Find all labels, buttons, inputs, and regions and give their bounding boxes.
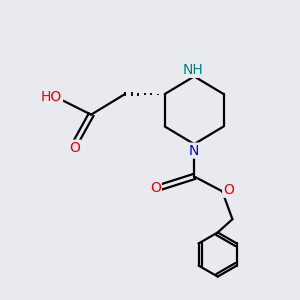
Text: N: N xyxy=(188,144,199,158)
Text: O: O xyxy=(150,181,161,195)
Text: O: O xyxy=(70,141,80,154)
Text: O: O xyxy=(223,183,234,197)
Text: HO: HO xyxy=(41,90,62,104)
Text: NH: NH xyxy=(182,63,203,77)
